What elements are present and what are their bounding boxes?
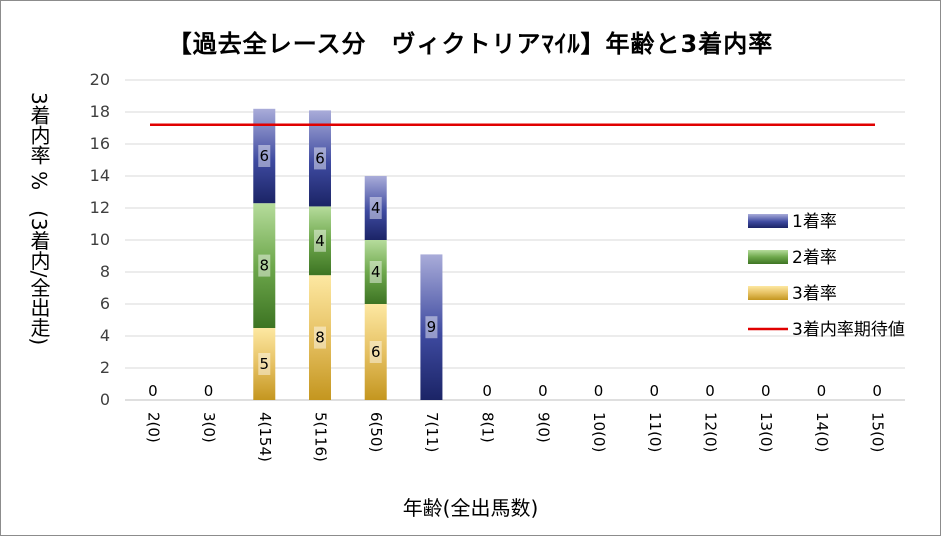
y-tick-label: 14	[90, 166, 110, 185]
data-label: 6	[371, 343, 381, 361]
data-label-bg	[314, 147, 326, 170]
data-label: 6	[315, 149, 325, 167]
data-label: 4	[315, 232, 325, 250]
chart-title: 【過去全レース分 ヴィクトリアﾏｲﾙ】年齢と3着内率	[167, 30, 774, 58]
x-tick-label: 8(1)	[479, 412, 497, 443]
legend-label: 3着内率期待値	[792, 320, 905, 340]
legend-swatch	[748, 214, 788, 228]
y-axis-label: 3着内率 % (3着内/全出走)	[27, 92, 51, 346]
bar-segment	[420, 254, 443, 400]
data-label: 0	[761, 382, 771, 400]
x-tick-label: 4(154)	[256, 412, 274, 462]
data-label: 0	[817, 382, 827, 400]
x-axis-label: 年齢(全出馬数)	[402, 496, 539, 520]
x-tick-label: 2(0)	[144, 412, 162, 443]
bar-segment	[364, 176, 387, 240]
data-label: 0	[872, 382, 882, 400]
bar-segment	[309, 275, 331, 400]
x-tick-label: 6(50)	[367, 412, 385, 452]
x-tick-label: 12(0)	[702, 412, 720, 452]
data-label-bg	[369, 341, 382, 363]
bar-segment	[253, 328, 276, 400]
bar-segment	[253, 108, 276, 204]
y-tick-label: 20	[90, 70, 110, 89]
y-tick-label: 12	[90, 198, 110, 217]
bar-segment	[364, 240, 387, 304]
data-label: 0	[538, 382, 548, 400]
y-tick-label: 6	[100, 294, 110, 313]
legend-label: 2着率	[792, 248, 837, 268]
data-label: 0	[148, 382, 158, 400]
data-label: 0	[650, 382, 660, 400]
data-label: 0	[594, 382, 604, 400]
legend-label: 3着率	[792, 284, 837, 304]
data-label: 9	[427, 318, 437, 336]
y-tick-label: 4	[100, 326, 110, 345]
data-label-bg	[425, 316, 438, 339]
data-label: 0	[482, 382, 492, 400]
bar-segment	[253, 203, 276, 328]
legend-swatch	[748, 286, 788, 300]
bar-segment	[364, 304, 387, 400]
bar-segment	[309, 110, 331, 207]
bar-segment	[309, 206, 331, 276]
data-label-bg	[314, 326, 326, 349]
x-tick-label: 5(116)	[312, 412, 330, 462]
data-label: 8	[315, 329, 325, 347]
data-label-bg	[369, 261, 382, 283]
data-label: 0	[204, 382, 214, 400]
x-tick-label: 14(0)	[813, 412, 831, 452]
y-tick-label: 0	[100, 390, 110, 409]
x-tick-label: 11(0)	[646, 412, 664, 452]
x-tick-label: 13(0)	[757, 412, 775, 452]
y-tick-label: 16	[90, 134, 110, 153]
data-label: 4	[371, 199, 381, 217]
x-tick-label: 9(0)	[534, 412, 552, 443]
data-label: 6	[260, 147, 270, 165]
data-label-bg	[258, 353, 271, 375]
data-label: 8	[260, 257, 270, 275]
data-label-bg	[369, 197, 382, 219]
data-label-bg	[314, 229, 326, 252]
y-tick-label: 18	[90, 102, 110, 121]
y-tick-label: 2	[100, 358, 110, 377]
y-tick-label: 10	[90, 230, 110, 249]
x-tick-label: 3(0)	[200, 412, 218, 443]
data-label-bg	[258, 254, 271, 277]
data-label: 4	[371, 263, 381, 281]
y-tick-label: 8	[100, 262, 110, 281]
data-label-bg	[258, 145, 271, 167]
data-label: 0	[705, 382, 715, 400]
x-tick-label: 15(0)	[869, 412, 887, 452]
x-tick-label: 10(0)	[590, 412, 608, 452]
legend-swatch	[748, 250, 788, 264]
legend-label: 1着率	[792, 212, 837, 232]
data-label: 5	[260, 355, 270, 373]
x-tick-label: 7(11)	[423, 412, 441, 452]
